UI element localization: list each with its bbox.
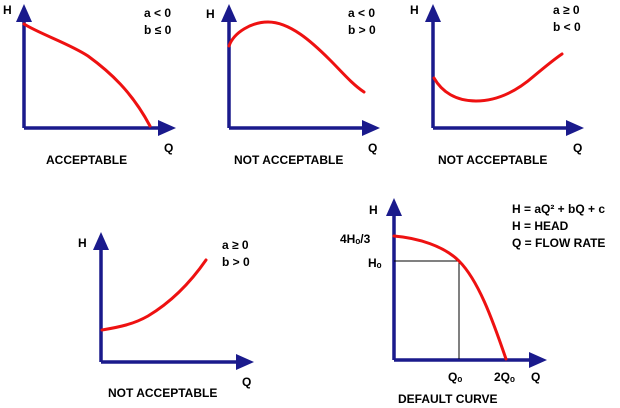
y-axis-label: H (206, 7, 215, 21)
panel-caption: NOT ACCEPTABLE (438, 153, 547, 167)
x-axis-arrow-icon (362, 120, 380, 136)
pump-curve (100, 258, 208, 332)
x-tick-2q0: 2Qₒ (494, 370, 515, 384)
condition-a: a ≥ 0 (553, 3, 580, 17)
panel-caption: NOT ACCEPTABLE (234, 153, 343, 167)
y-axis-arrow-icon (93, 232, 109, 250)
condition-a: a < 0 (144, 6, 171, 20)
y-axis-arrow-icon (425, 4, 441, 22)
y-tick-h0: Hₒ (368, 256, 382, 270)
x-axis-arrow-icon (158, 120, 176, 136)
y-axis-label: H (78, 236, 87, 250)
y-axis-label: H (3, 3, 12, 17)
x-axis-label: Q (573, 141, 582, 155)
panel-not-acceptable-2: H Q a ≥ 0 b < 0 NOT ACCEPTABLE (410, 3, 584, 167)
x-axis-label: Q (368, 141, 377, 155)
panel-caption: ACCEPTABLE (46, 153, 127, 167)
pump-curve (22, 22, 152, 128)
legend-head: H = HEAD (512, 219, 569, 233)
legend-flow-rate: Q = FLOW RATE (512, 236, 605, 250)
condition-b: b > 0 (348, 23, 376, 37)
panel-caption: DEFAULT CURVE (398, 392, 498, 406)
y-axis-arrow-icon (221, 4, 237, 22)
x-axis-label: Q (164, 141, 173, 155)
x-axis-arrow-icon (529, 352, 547, 368)
y-axis-label: H (369, 203, 378, 217)
panel-not-acceptable-1: H Q a < 0 b > 0 NOT ACCEPTABLE (206, 4, 380, 167)
condition-b: b > 0 (222, 255, 250, 269)
pump-curve (227, 20, 366, 94)
pump-curve (432, 52, 564, 103)
y-axis-label: H (410, 3, 419, 17)
x-axis-label: Q (531, 370, 540, 384)
y-tick-4h0-3: 4Hₒ/3 (340, 232, 371, 246)
default-pump-curve (392, 234, 508, 361)
x-axis-label: Q (242, 375, 251, 389)
condition-b: b ≤ 0 (144, 23, 172, 37)
panel-acceptable: H Q a < 0 b ≤ 0 ACCEPTABLE (3, 3, 176, 167)
x-axis-arrow-icon (236, 354, 254, 370)
condition-a: a ≥ 0 (222, 238, 249, 252)
panel-not-acceptable-3: H Q a ≥ 0 b > 0 NOT ACCEPTABLE (78, 232, 254, 400)
condition-a: a < 0 (348, 6, 375, 20)
panel-caption: NOT ACCEPTABLE (108, 386, 217, 400)
condition-b: b < 0 (553, 20, 581, 34)
legend-equation: H = aQ² + bQ + c (512, 202, 605, 216)
x-axis-arrow-icon (566, 120, 584, 136)
panel-default-curve: H Q 4Hₒ/3 Hₒ Qₒ 2Qₒ H = aQ² + bQ + c H =… (340, 198, 605, 406)
x-tick-q0: Qₒ (448, 370, 462, 384)
y-axis-arrow-icon (386, 198, 402, 216)
y-axis-arrow-icon (16, 4, 32, 22)
